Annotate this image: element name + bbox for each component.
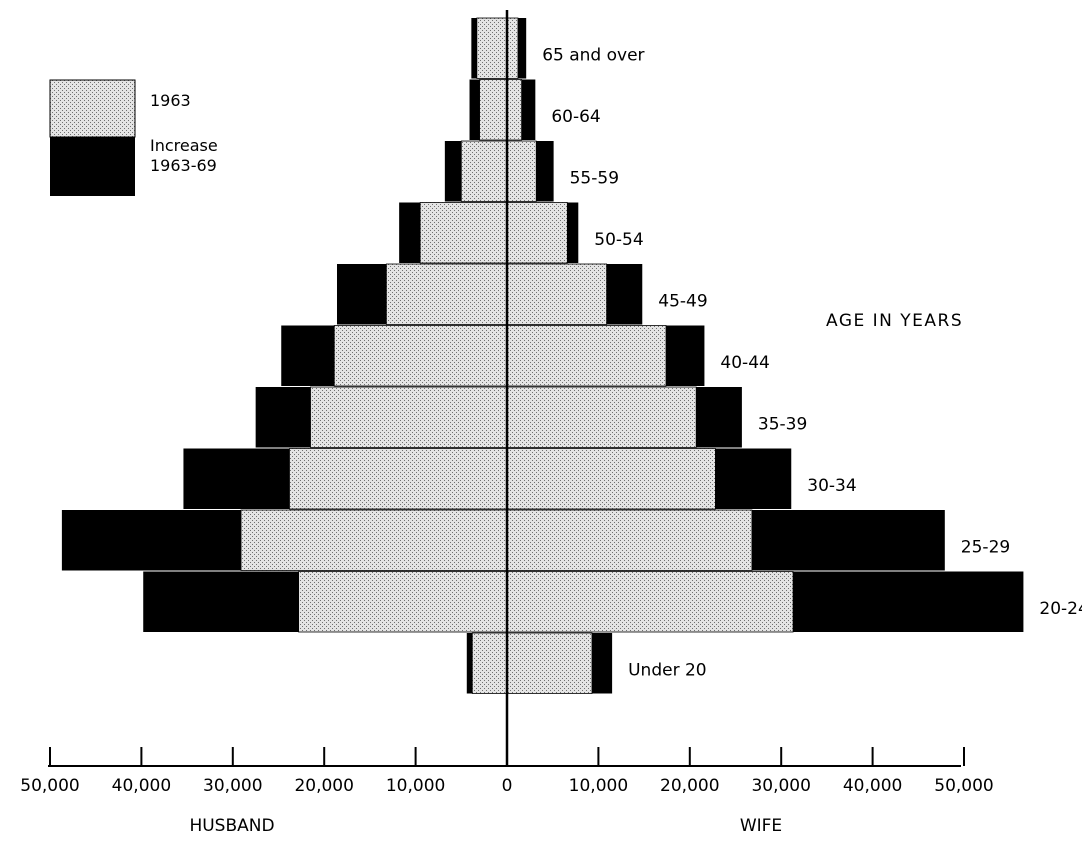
x-tick-label: 20,000 (660, 776, 719, 796)
x-tick-label: 30,000 (203, 776, 262, 796)
legend-label-increase: Increase 1963-69 (150, 136, 218, 175)
bar-wife-increase-35-39 (696, 387, 742, 448)
bar-husband-increase-under-20 (466, 633, 473, 694)
bar-wife-increase-65-and-over (517, 18, 527, 79)
bar-wife-increase-55-59 (536, 141, 554, 202)
bar-husband-increase-40-44 (281, 325, 335, 386)
x-tick-label: 50,000 (934, 776, 993, 796)
legend-swatch-1963 (49, 79, 136, 138)
bar-husband-1963-40-44 (333, 325, 508, 387)
bar-wife-1963-45-49 (506, 263, 608, 325)
bar-husband-increase-35-39 (255, 387, 311, 448)
bar-husband-1963-45-49 (385, 263, 508, 325)
bar-husband-increase-65-and-over (471, 18, 477, 79)
legend-label-1963: 1963 (150, 91, 191, 110)
bar-husband-1963-35-39 (310, 386, 508, 448)
bar-husband-1963-55-59 (460, 140, 508, 202)
category-label-20-24: 20-24 (1039, 599, 1082, 619)
category-label-35-39: 35-39 (758, 414, 807, 434)
x-tick-label: 30,000 (751, 776, 810, 796)
bar-husband-1963-20-24 (298, 571, 508, 633)
x-tick-label: 40,000 (843, 776, 902, 796)
bar-wife-increase-30-34 (715, 448, 792, 509)
bar-wife-increase-under-20 (592, 633, 613, 694)
bar-husband-increase-30-34 (183, 448, 290, 509)
category-labels: 65 and over 60-64 55-59 50-54 45-49 40-44 35-3… (542, 45, 1082, 680)
category-label-40-44: 40-44 (720, 353, 769, 373)
side-label-husband: HUSBAND (189, 816, 274, 836)
category-axis-label: AGE IN YEARS (826, 311, 963, 331)
bar-wife-1963-65-and-over (506, 17, 519, 79)
bar-wife-1963-50-54 (506, 202, 568, 264)
bar-wife-1963-30-34 (506, 448, 716, 510)
x-tick-label: 20,000 (294, 776, 353, 796)
category-label-25-29: 25-29 (961, 537, 1010, 557)
legend: 1963 Increase 1963-69 (49, 79, 218, 196)
side-label-wife: WIFE (740, 816, 782, 836)
bars-layer (61, 17, 1024, 694)
category-label-under-20: Under 20 (628, 660, 707, 680)
bar-husband-increase-20-24 (143, 571, 299, 632)
x-tick-label: 10,000 (569, 776, 628, 796)
category-label-65-and-over: 65 and over (542, 45, 644, 65)
x-tick-label: 10,000 (386, 776, 445, 796)
category-label-60-64: 60-64 (551, 107, 600, 127)
bar-wife-1963-20-24 (506, 571, 794, 633)
bar-wife-increase-40-44 (666, 325, 705, 386)
x-tick-labels: 50,000 40,000 30,000 20,000 10,000 0 10,000 20,… (20, 776, 993, 796)
bar-husband-increase-50-54 (399, 202, 421, 263)
bar-wife-1963-55-59 (506, 140, 537, 202)
category-label-30-34: 30-34 (807, 476, 856, 496)
bar-wife-1963-35-39 (506, 386, 697, 448)
x-tick-label: 50,000 (20, 776, 79, 796)
bar-husband-1963-65-and-over (476, 17, 508, 79)
bar-wife-increase-25-29 (751, 510, 945, 571)
bar-wife-increase-60-64 (521, 79, 536, 140)
category-label-50-54: 50-54 (594, 230, 643, 250)
bar-wife-1963-under-20 (506, 632, 593, 694)
category-label-55-59: 55-59 (570, 168, 619, 188)
bar-husband-1963-50-54 (419, 202, 508, 264)
bar-husband-increase-60-64 (469, 79, 480, 140)
bar-husband-1963-30-34 (289, 448, 508, 510)
bar-husband-increase-25-29 (61, 510, 242, 571)
bar-wife-increase-50-54 (567, 202, 579, 263)
x-tick-label: 0 (502, 776, 513, 796)
bar-husband-increase-55-59 (444, 141, 462, 202)
bar-wife-increase-45-49 (606, 264, 643, 325)
x-tick-label: 40,000 (112, 776, 171, 796)
bar-husband-1963-25-29 (240, 509, 508, 571)
bar-wife-increase-20-24 (793, 571, 1024, 632)
bar-husband-1963-60-64 (479, 79, 508, 141)
category-label-45-49: 45-49 (658, 291, 707, 311)
bar-wife-1963-25-29 (506, 509, 753, 571)
bar-wife-1963-60-64 (506, 79, 523, 141)
bar-wife-1963-40-44 (506, 325, 667, 387)
bar-husband-increase-45-49 (336, 264, 387, 325)
legend-swatch-increase (50, 137, 135, 196)
x-axis (48, 747, 965, 767)
bar-husband-1963-under-20 (471, 632, 508, 694)
